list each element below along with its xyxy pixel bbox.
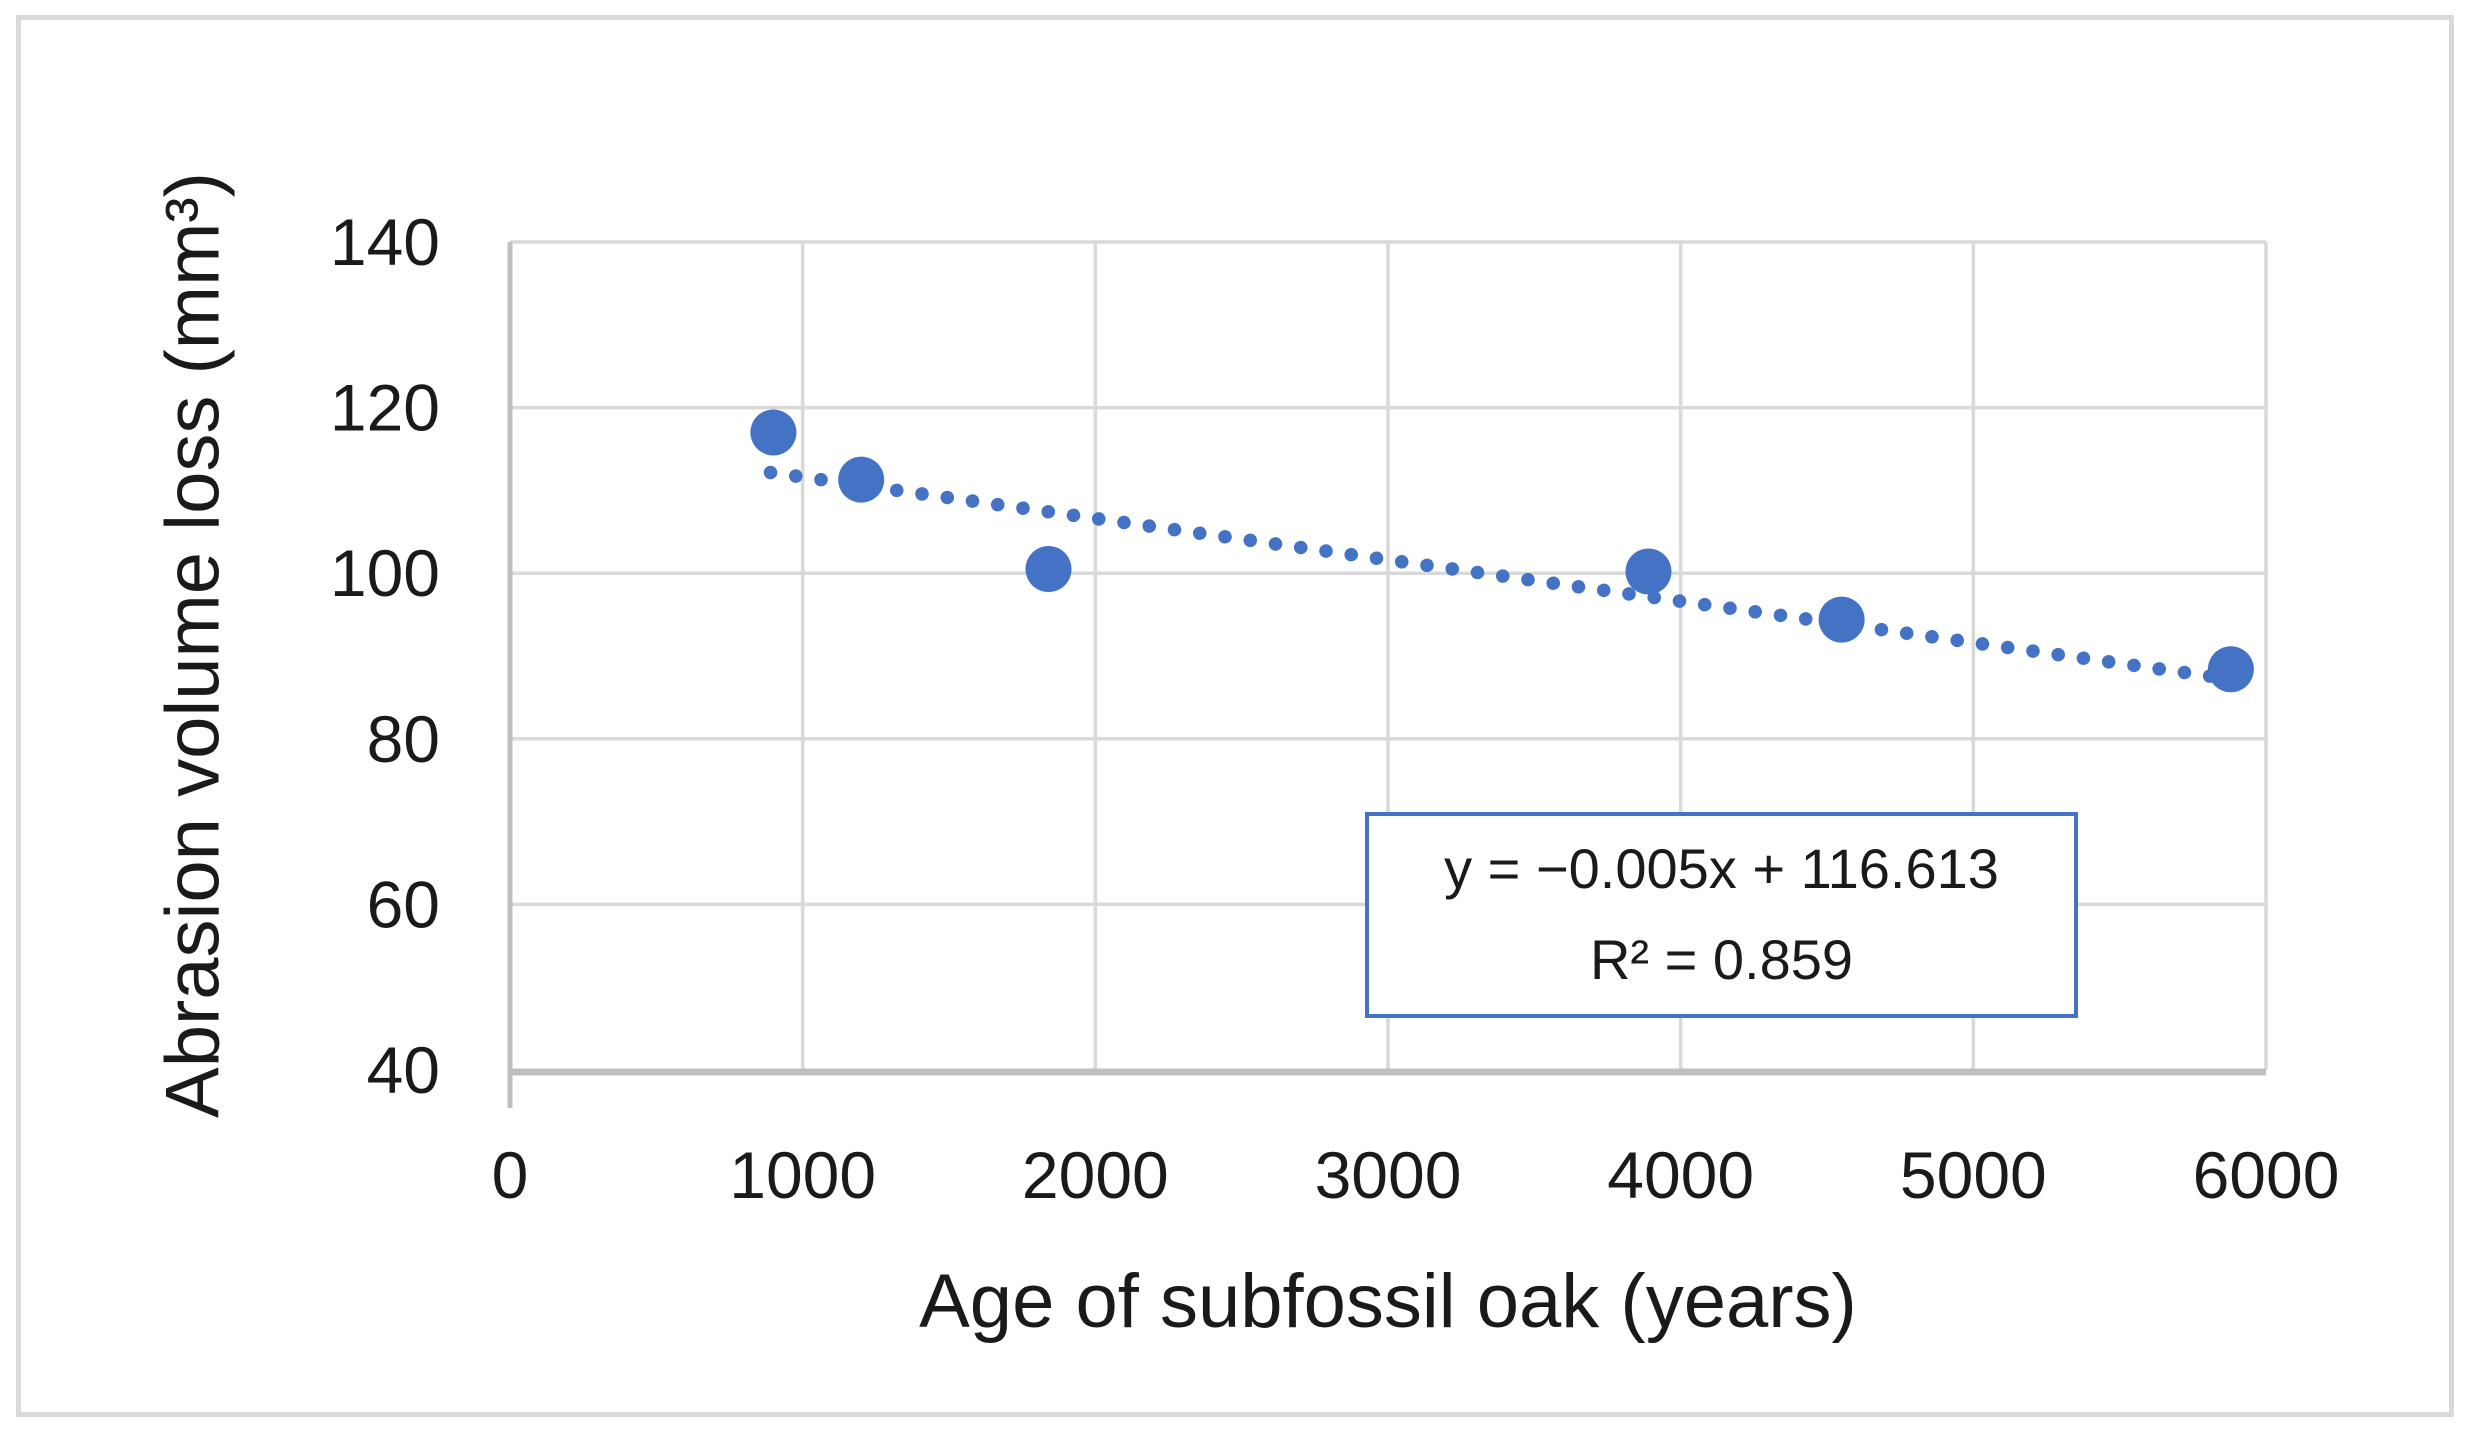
data-point-1 xyxy=(750,409,797,456)
data-point-3 xyxy=(1025,546,1072,593)
y-tick-label-120: 120 xyxy=(330,371,440,445)
trendline-equation-box: y = −0.005x + 116.613 R² = 0.859 xyxy=(1365,812,2078,1018)
x-tick-label-0: 0 xyxy=(492,1138,529,1212)
data-point-2 xyxy=(838,456,885,503)
x-tick-label-2000: 2000 xyxy=(1022,1138,1169,1212)
x-tick-label-3000: 3000 xyxy=(1315,1138,1462,1212)
y-tick-label-80: 80 xyxy=(367,702,440,776)
x-axis-title: Age of subfossil oak (years) xyxy=(919,1259,1857,1344)
trendline-equation: y = −0.005x + 116.613 xyxy=(1444,837,1999,901)
trendline-dotted xyxy=(763,465,2250,688)
x-tick-label-1000: 1000 xyxy=(729,1138,876,1212)
x-tick-label-5000: 5000 xyxy=(1900,1138,2047,1212)
axes xyxy=(507,242,2266,1108)
data-point-4 xyxy=(1625,548,1672,595)
y-tick-label-60: 60 xyxy=(367,867,440,941)
y-axis-title: Abrasion volume loss (mm³) xyxy=(150,172,236,1118)
y-tick-labels: 40 60 80 100 120 140 xyxy=(330,205,440,1107)
y-tick-label-140: 140 xyxy=(330,205,440,279)
data-point-6 xyxy=(2207,646,2254,693)
x-tick-label-6000: 6000 xyxy=(2193,1138,2340,1212)
y-tick-label-40: 40 xyxy=(367,1033,440,1107)
r-squared-value: R² = 0.859 xyxy=(1589,928,1854,991)
x-tick-labels: 0 1000 2000 3000 4000 5000 6000 xyxy=(492,1138,2340,1212)
data-point-5 xyxy=(1818,596,1865,643)
x-tick-label-4000: 4000 xyxy=(1607,1138,1754,1212)
trendline xyxy=(763,465,2250,688)
y-tick-label-100: 100 xyxy=(330,536,440,610)
data-points xyxy=(750,409,2254,693)
